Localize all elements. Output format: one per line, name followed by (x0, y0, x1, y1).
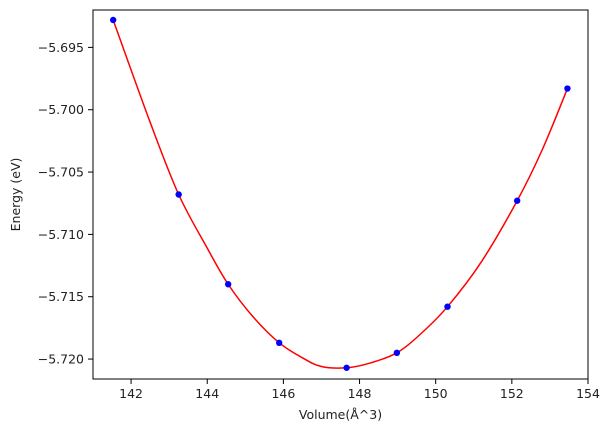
data-point (175, 191, 182, 198)
x-tick-label: 146 (271, 386, 295, 401)
labels: Volume(Å^3) Energy (eV) (8, 158, 382, 422)
y-tick-label: −5.710 (38, 227, 84, 242)
plot-frame (92, 9, 589, 380)
x-tick-label: 152 (500, 386, 524, 401)
axes: 142 144 146 148 150 152 154 −5.695 −5.700 −5.705 −… (38, 9, 600, 401)
data-point (343, 364, 350, 371)
data-point (564, 85, 571, 92)
data-point (275, 339, 283, 347)
y-tick-label: −5.705 (38, 165, 84, 180)
y-tick-label: −5.715 (38, 289, 84, 304)
x-tick-label: 148 (348, 386, 372, 401)
y-axis-label: Energy (eV) (8, 158, 23, 232)
data-point (109, 16, 117, 24)
data-point (513, 197, 521, 204)
x-tick-label: 154 (576, 386, 600, 401)
data-point (444, 303, 451, 310)
y-tick-label: −5.700 (38, 102, 84, 117)
data-point (393, 349, 401, 357)
x-tick-label: 150 (424, 386, 448, 401)
fit-curve-line (112, 19, 569, 369)
data-point (224, 281, 232, 288)
y-tick-label: −5.695 (38, 40, 84, 55)
y-tick-label: −5.720 (38, 352, 84, 367)
plot-area (109, 16, 571, 371)
x-tick-label: 142 (119, 386, 143, 401)
x-axis-label: Volume(Å^3) (299, 407, 382, 422)
x-tick-label: 144 (195, 386, 219, 401)
